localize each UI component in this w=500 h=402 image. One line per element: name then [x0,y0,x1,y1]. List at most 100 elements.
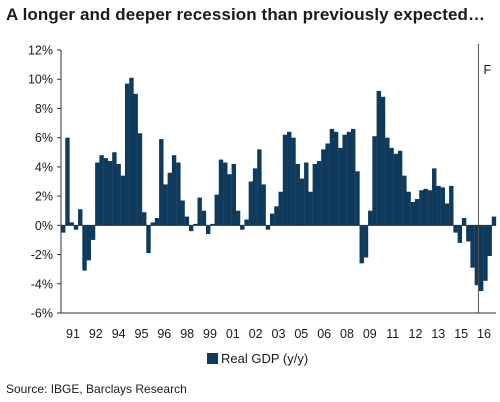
bar [368,210,373,226]
bar [461,218,467,226]
x-tick-label: 94 [112,327,126,341]
bar [82,225,87,271]
x-tick-label: 99 [203,327,217,341]
y-tick-label: 2% [35,190,53,204]
x-tick-label: 98 [180,327,194,341]
bar [257,149,262,226]
bar [406,191,411,226]
x-tick-label: 13 [431,327,445,341]
bar [227,174,232,226]
x-tick-label: 09 [363,327,377,341]
bar [440,187,445,226]
bar [278,191,283,226]
axes-group [60,50,496,314]
bar [73,225,79,230]
bar [240,225,245,230]
bar [402,175,407,226]
bar [312,163,318,226]
chart-title: A longer and deeper recession than previ… [6,5,486,24]
bar [474,225,480,286]
bar [316,161,322,226]
bar [449,185,454,226]
bar [61,225,66,233]
x-tick-label: 92 [89,327,103,341]
x-tick-labels: 91 92 94 95 96 98 99 01 02 03 05 06 08 09 11 12 13 15 16 [66,327,491,341]
legend-swatch [207,353,218,364]
bar [295,163,300,226]
bar [107,161,113,226]
bar [491,216,497,226]
bar [171,155,177,226]
bar [214,194,219,226]
bar [444,203,450,226]
bar [419,190,424,226]
y-tick-label: 4% [35,160,53,174]
bar [414,199,420,226]
bar [265,225,271,230]
bar [478,225,484,292]
bar [423,188,428,226]
bar [274,206,279,226]
bar [65,137,70,226]
bar [163,184,168,226]
bar [223,162,228,226]
bars-group [61,77,497,292]
bar [363,225,369,258]
x-tick-label: 11 [386,327,399,341]
bar [188,225,194,232]
bar [146,225,151,254]
bar [231,163,236,226]
bar [184,216,190,226]
y-tick-label: -4% [31,277,53,291]
y-tick-label: 0% [35,219,53,233]
y-tick-label: 8% [35,102,53,116]
bar [120,175,126,226]
bar [359,225,364,264]
bar [389,147,394,226]
bar [355,171,360,226]
forecast-label: F [483,63,491,77]
bar [483,225,488,281]
bar [333,131,339,226]
bar [235,210,241,226]
bar [133,93,138,226]
x-tick-label: 96 [157,327,171,341]
bar [180,200,185,226]
bar [69,222,74,226]
bar [393,153,399,226]
bar [351,128,356,226]
bar [112,152,117,226]
y-tick-label: 12% [28,44,53,58]
bar [308,191,313,226]
legend-label: Real GDP (y/y) [221,351,308,366]
x-tick-label: 05 [294,327,308,341]
bar [176,162,181,226]
bar [269,213,275,226]
x-tick-label: 12 [409,327,423,341]
x-tick-label: 16 [477,327,491,341]
x-tick-label: 15 [454,327,468,341]
bar [487,225,492,257]
x-tick-label: 02 [249,327,263,341]
bar [380,96,386,226]
bar [116,163,121,226]
bar [338,147,343,226]
y-tick-label: 10% [28,73,53,87]
bar [432,168,437,226]
bar [397,150,403,226]
bar [150,222,155,226]
x-tick-label: 06 [317,327,331,341]
bar [124,83,130,226]
bar [372,136,377,226]
bar [287,131,292,226]
bar [137,133,143,226]
bar [346,131,352,226]
bar [154,218,160,226]
bar [385,137,390,226]
bar [159,139,164,226]
bar [218,159,224,226]
bar [282,134,288,226]
bar [167,172,173,226]
y-tick-label: 6% [35,131,53,145]
